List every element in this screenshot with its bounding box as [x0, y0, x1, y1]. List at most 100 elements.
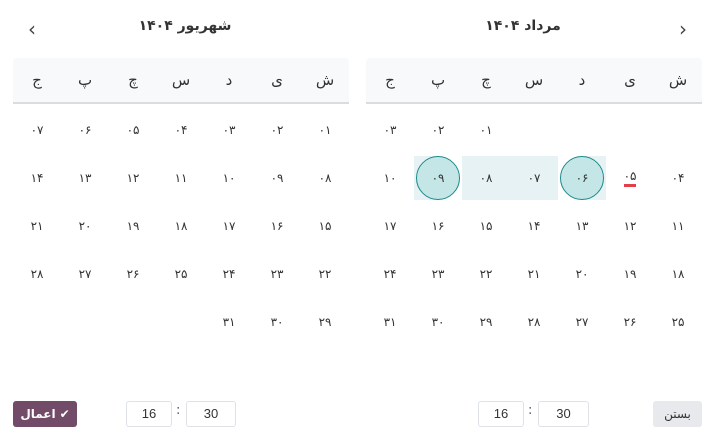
day-cell[interactable]: ۲۶: [109, 250, 157, 298]
day-grid: ۰۱ ۰۲ ۰۳ ۰۴ ۰۵ ۰۶ ۰۷ ۰۸ ۰۹ ۱۰ ۱۱ ۱۲ ۱۳ ۱۴ ۱۵ ۱۶ ۱۷ ۱۸ ۱۹ ۲۰…: [366, 104, 702, 346]
day-cell[interactable]: ۳۱: [205, 298, 253, 346]
left-month-title: شهریور ۱۴۰۴: [138, 18, 232, 34]
day-cell[interactable]: ۰۱: [301, 106, 349, 154]
day-cell[interactable]: ۱۴: [13, 154, 61, 202]
day-cell[interactable]: ۰۷: [13, 106, 61, 154]
day-number: ۱۶: [270, 219, 284, 233]
day-number: ۲۳: [431, 267, 445, 281]
day-number: ۲۶: [623, 315, 637, 329]
day-cell[interactable]: ۲۰: [558, 250, 606, 298]
day-number: ۰۹: [270, 171, 284, 185]
day-number: ۱۴: [527, 219, 541, 233]
day-cell[interactable]: ۱۰: [366, 154, 414, 202]
day-cell[interactable]: ۱۵: [301, 202, 349, 250]
day-number: ۳۱: [383, 315, 397, 329]
day-cell[interactable]: ۲۸: [510, 298, 558, 346]
day-cell[interactable]: ۲۱: [13, 202, 61, 250]
day-number: ۰۶: [78, 123, 92, 137]
day-cell[interactable]: ۱۱: [654, 202, 702, 250]
day-cell[interactable]: ۲۵: [157, 250, 205, 298]
day-cell[interactable]: ۱۸: [157, 202, 205, 250]
day-number: ۰۷: [30, 123, 44, 137]
start-minute-input[interactable]: 30: [538, 401, 589, 427]
day-cell[interactable]: ۱۰: [205, 154, 253, 202]
day-cell[interactable]: ۱۵: [462, 202, 510, 250]
day-number: ۰۹: [431, 171, 445, 185]
weekday-label: د: [578, 71, 586, 89]
day-number: ۱۹: [126, 219, 140, 233]
day-cell[interactable]: ۲۵: [654, 298, 702, 346]
day-cell[interactable]: ۲۹: [462, 298, 510, 346]
day-cell[interactable]: ۲۷: [558, 298, 606, 346]
day-cell[interactable]: ۰۵: [109, 106, 157, 154]
close-button[interactable]: بستن: [653, 401, 702, 427]
day-number: ۰۲: [431, 123, 445, 137]
day-number: ۲۶: [126, 267, 140, 281]
weekday-label: ج: [385, 71, 395, 89]
next-month-chevron-icon[interactable]: ›: [679, 17, 687, 41]
left-calendar: ش ی د س چ پ ج ۰۱ ۰۲ ۰۳ ۰۴ ۰۵ ۰۶ ۰۷ ۰۸ ۰۹ ۱۰ ۱۱ ۱۲ ۱۳ ۱۴ ۱۵ ۱۶…: [13, 58, 349, 346]
day-cell[interactable]: ۰۴: [157, 106, 205, 154]
day-cell[interactable]: ۰۲: [253, 106, 301, 154]
day-cell[interactable]: ۱۱: [157, 154, 205, 202]
day-cell[interactable]: ۳۰: [253, 298, 301, 346]
day-cell[interactable]: ۱۲: [109, 154, 157, 202]
day-cell[interactable]: ۰۶: [558, 154, 606, 202]
end-minute-input[interactable]: 30: [186, 401, 236, 427]
day-cell[interactable]: ۱۶: [414, 202, 462, 250]
day-cell[interactable]: ۲۴: [205, 250, 253, 298]
day-cell[interactable]: ۰۳: [205, 106, 253, 154]
day-cell[interactable]: ۱۳: [61, 154, 109, 202]
day-number: ۱۲: [623, 219, 637, 233]
weekday-label: پ: [77, 71, 93, 89]
end-hour-input[interactable]: 16: [126, 401, 172, 427]
day-cell[interactable]: ۱۹: [109, 202, 157, 250]
day-cell[interactable]: ۰۳: [366, 106, 414, 154]
day-cell[interactable]: ۱۹: [606, 250, 654, 298]
day-cell[interactable]: ۱۳: [558, 202, 606, 250]
day-cell[interactable]: ۲۸: [13, 250, 61, 298]
day-cell[interactable]: ۲۹: [301, 298, 349, 346]
day-cell[interactable]: ۳۱: [366, 298, 414, 346]
day-cell[interactable]: ۰۸: [462, 154, 510, 202]
day-cell[interactable]: ۰۷: [510, 154, 558, 202]
prev-month-chevron-icon[interactable]: ‹: [28, 17, 36, 41]
day-cell[interactable]: ۰۱: [462, 106, 510, 154]
day-cell[interactable]: ۱۷: [205, 202, 253, 250]
day-cell[interactable]: ۰۹: [414, 154, 462, 202]
day-cell[interactable]: ۲۳: [253, 250, 301, 298]
day-cell[interactable]: ۰۲: [414, 106, 462, 154]
day-number: ۱۸: [671, 267, 685, 281]
day-cell[interactable]: ۲۴: [366, 250, 414, 298]
weekday-label: چ: [481, 71, 491, 89]
day-cell[interactable]: ۰۹: [253, 154, 301, 202]
day-cell[interactable]: ۱۴: [510, 202, 558, 250]
day-cell[interactable]: ۳۰: [414, 298, 462, 346]
day-cell[interactable]: ۲۲: [462, 250, 510, 298]
day-number: ۲۷: [575, 315, 589, 329]
day-cell[interactable]: ۱۷: [366, 202, 414, 250]
day-cell[interactable]: ۲۶: [606, 298, 654, 346]
day-cell[interactable]: ۰۴: [654, 154, 702, 202]
weekday-label: ش: [668, 71, 688, 89]
day-cell[interactable]: ۲۲: [301, 250, 349, 298]
day-number: ۲۷: [78, 267, 92, 281]
day-cell[interactable]: ۲۱: [510, 250, 558, 298]
apply-button[interactable]: ✔ اعمال: [13, 401, 77, 427]
day-number: ۲۵: [671, 315, 685, 329]
day-cell[interactable]: ۲۳: [414, 250, 462, 298]
day-cell[interactable]: ۰۸: [301, 154, 349, 202]
day-number: ۲۲: [318, 267, 332, 281]
day-cell[interactable]: ۲۰: [61, 202, 109, 250]
day-cell[interactable]: ۲۷: [61, 250, 109, 298]
day-cell[interactable]: ۱۸: [654, 250, 702, 298]
day-cell[interactable]: ۱۲: [606, 202, 654, 250]
start-hour-input[interactable]: 16: [478, 401, 524, 427]
day-number: ۲۱: [30, 219, 44, 233]
empty-cell: [606, 106, 654, 154]
day-number: ۱۰: [222, 171, 236, 185]
day-cell[interactable]: ۰۶: [61, 106, 109, 154]
day-cell[interactable]: ۰۵: [606, 154, 654, 202]
day-cell[interactable]: ۱۶: [253, 202, 301, 250]
